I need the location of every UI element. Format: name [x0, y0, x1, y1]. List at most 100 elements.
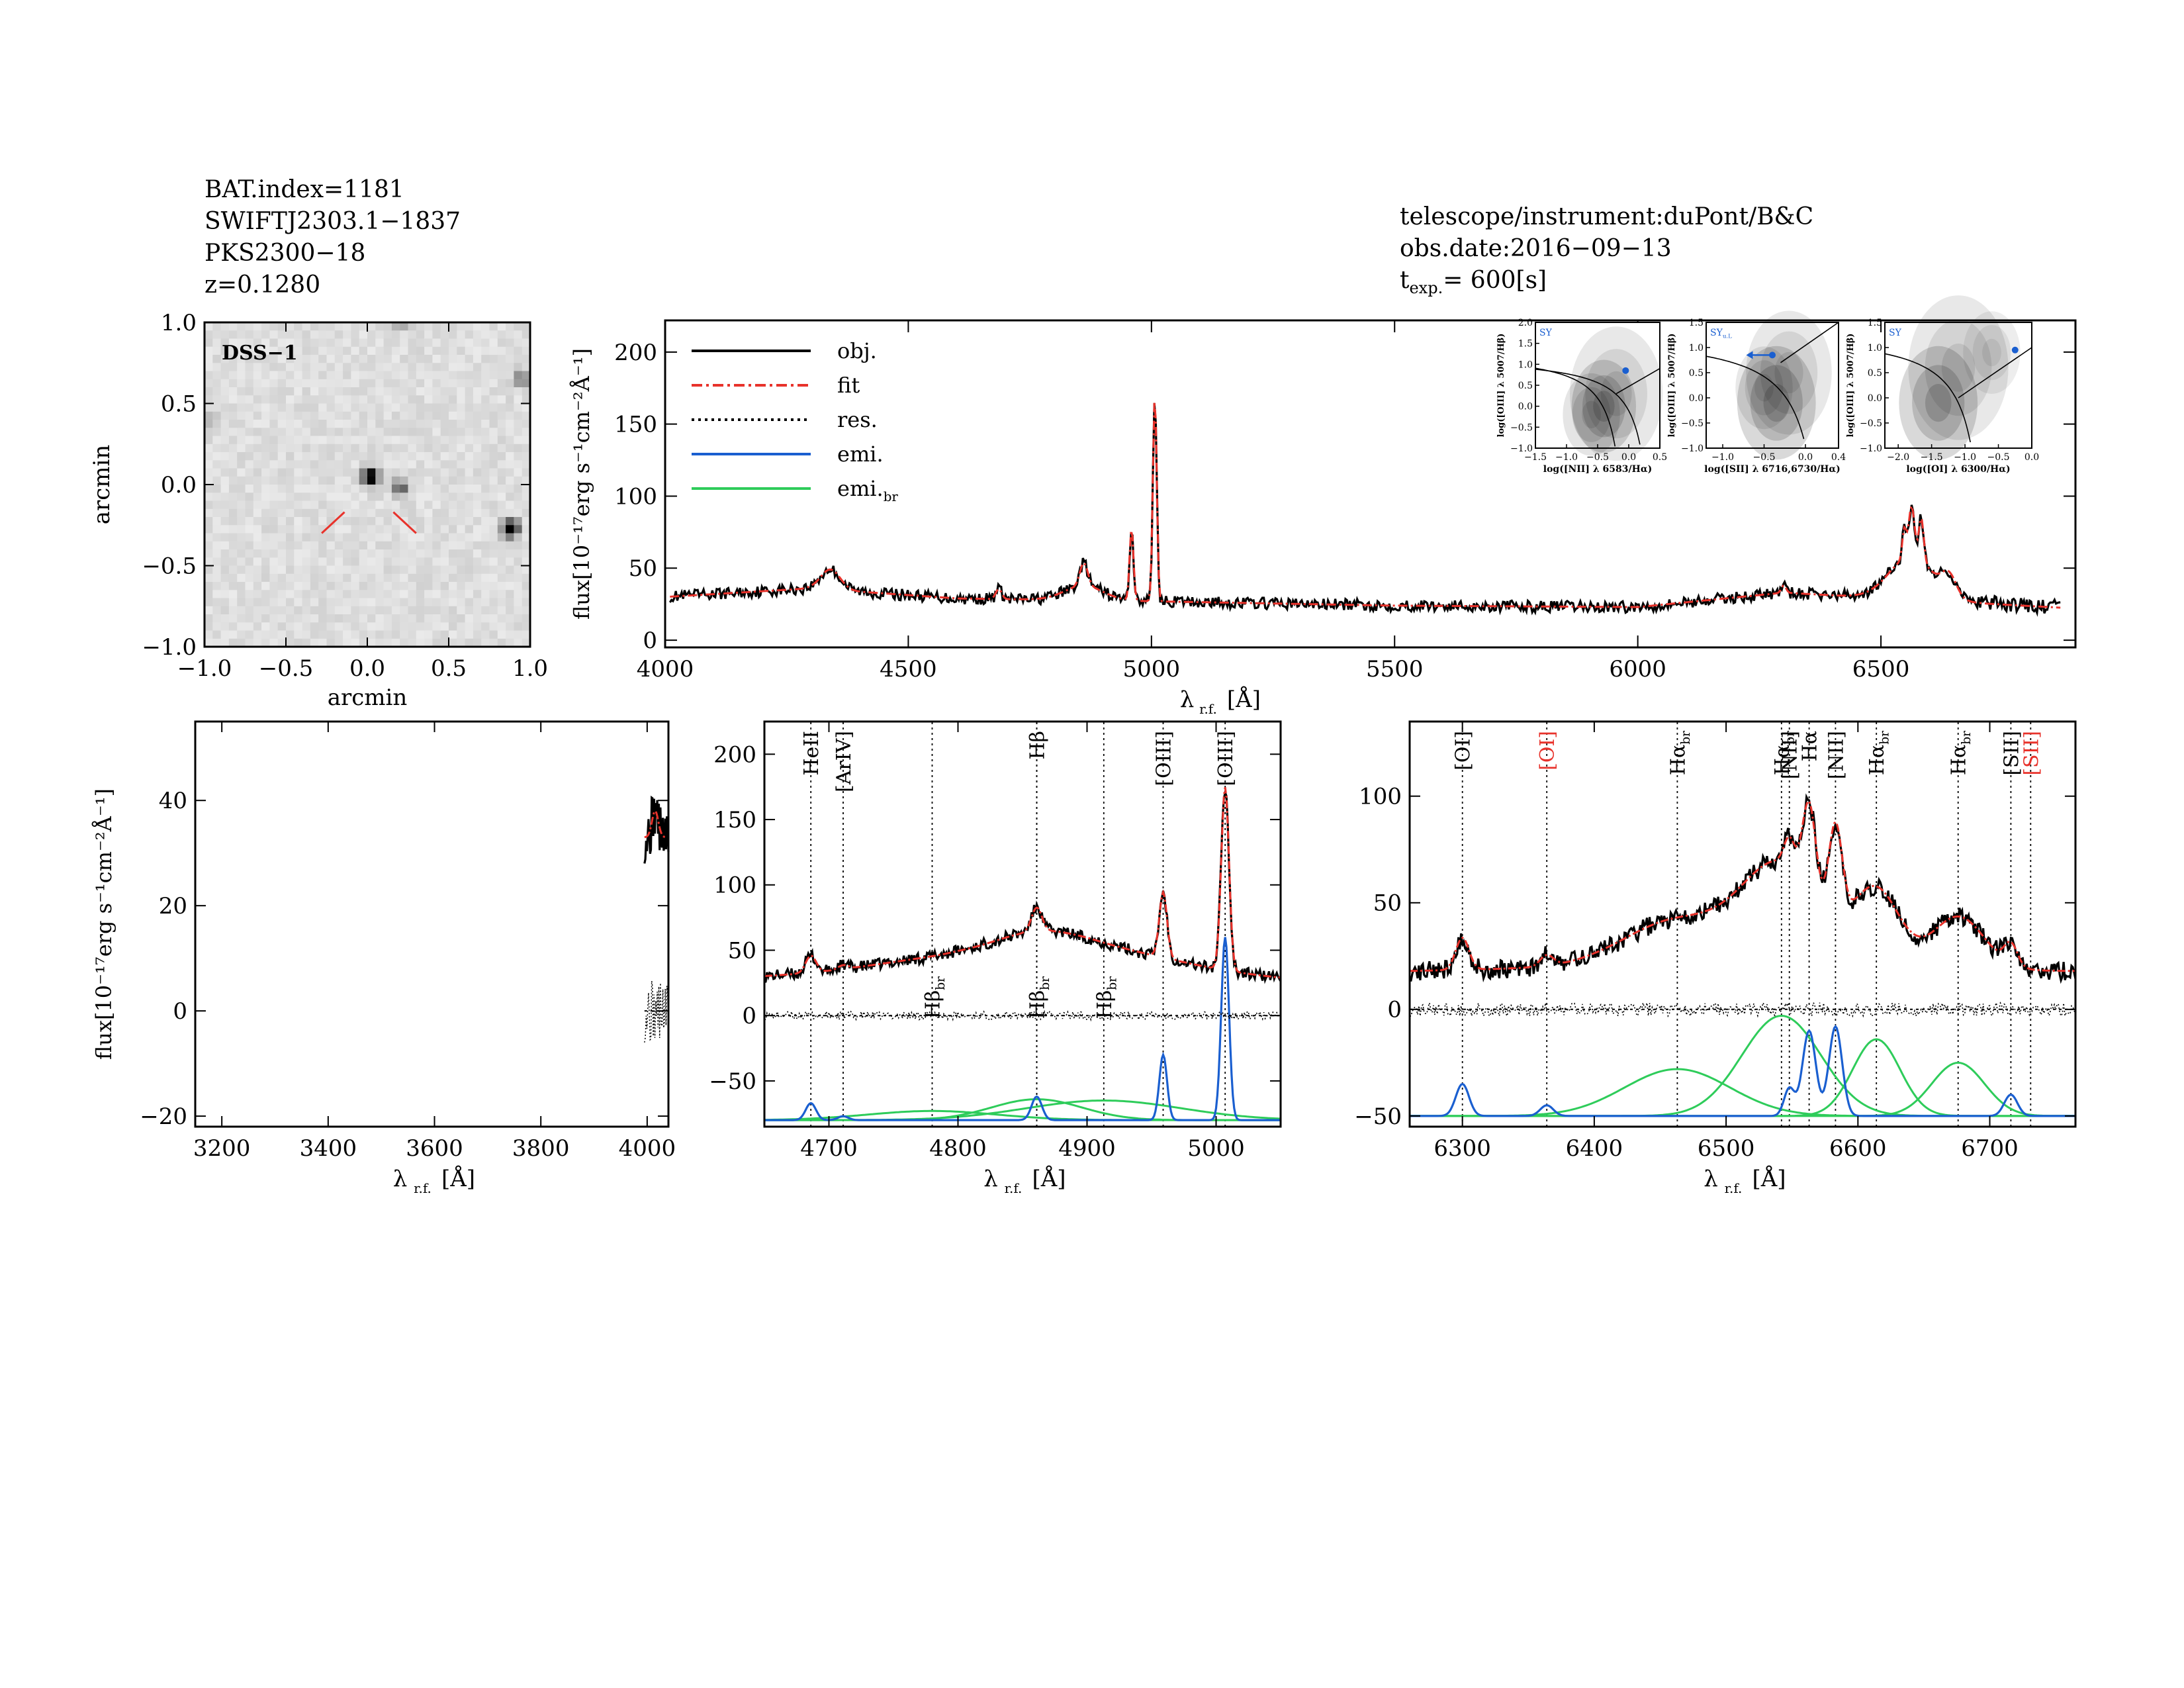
image-pixel: [343, 379, 351, 388]
xlabel-unit: [Å]: [1752, 1165, 1786, 1192]
image-pixel: [432, 428, 441, 437]
image-pixel: [205, 517, 213, 526]
image-pixel: [449, 452, 457, 461]
image-pixel: [286, 590, 295, 599]
image-pixel: [481, 420, 490, 428]
image-pixel: [277, 517, 287, 526]
image-pixel: [489, 508, 498, 518]
image-pixel: [343, 363, 351, 372]
image-pixel: [440, 517, 449, 526]
image-pixel: [269, 598, 279, 607]
image-pixel: [440, 363, 449, 372]
image-pixel: [228, 485, 238, 493]
broad-component-line: [1410, 1068, 2074, 1117]
density-contour: [1582, 400, 1602, 429]
image-pixel: [473, 492, 482, 502]
image-pixel: [205, 428, 213, 437]
image-pixel: [205, 436, 213, 445]
y-tick-label: 1.0: [161, 310, 197, 336]
image-pixel: [326, 630, 336, 639]
x-tick-label: 6700: [1961, 1135, 2019, 1162]
image-pixel: [391, 452, 400, 461]
image-pixel: [497, 606, 506, 615]
image-pixel: [237, 541, 246, 550]
image-pixel: [465, 541, 474, 550]
image-pixel: [522, 565, 531, 575]
image-pixel: [383, 500, 392, 510]
image-pixel: [302, 428, 311, 437]
image-pixel: [245, 468, 254, 477]
image-pixel: [424, 452, 433, 461]
image-pixel: [522, 395, 531, 404]
x-tick-label: 6400: [1566, 1135, 1623, 1162]
image-pixel: [237, 638, 246, 647]
fit-line: [670, 401, 2061, 609]
image-pixel: [310, 590, 319, 599]
image-pixel: [359, 476, 368, 485]
image-pixel: [310, 371, 319, 380]
image-pixel: [522, 517, 531, 526]
image-pixel: [400, 395, 409, 404]
image-pixel: [449, 606, 457, 615]
image-pixel: [383, 322, 392, 331]
image-pixel: [253, 573, 262, 583]
image-pixel: [424, 582, 433, 590]
xlabel-lambda: λ: [1704, 1166, 1718, 1192]
image-pixel: [294, 541, 303, 550]
image-pixel: [318, 557, 328, 567]
image-pixel: [228, 387, 238, 396]
image-pixel: [261, 379, 270, 388]
image-pixel: [220, 573, 230, 583]
density-contour: [1899, 346, 1978, 460]
image-pixel: [343, 500, 351, 510]
x-tick-label: 0.0: [349, 655, 385, 682]
image-pixel: [302, 638, 311, 647]
image-pixel: [375, 614, 385, 623]
line-marker-label: [OI]: [1536, 731, 1559, 771]
image-pixel: [457, 428, 466, 437]
image-pixel: [253, 598, 262, 607]
image-pixel: [367, 492, 376, 502]
image-pixel: [359, 330, 368, 340]
image-pixel: [351, 460, 360, 469]
image-pixel: [326, 371, 336, 380]
image-pixel: [391, 565, 400, 575]
image-pixel: [294, 614, 303, 623]
image-pixel: [318, 330, 328, 340]
image-pixel: [228, 363, 238, 372]
image-pixel: [334, 322, 343, 331]
image-pixel: [343, 517, 351, 526]
image-pixel: [514, 638, 523, 647]
inset-class-tag: SY: [1889, 328, 1902, 338]
image-pixel: [220, 590, 230, 599]
inset-y-tick-label: 0.0: [1518, 402, 1533, 412]
image-pixel: [391, 411, 400, 420]
image-pixel: [310, 517, 319, 526]
x-tick-label: 6000: [1609, 656, 1666, 682]
image-pixel: [326, 582, 336, 590]
seyfert-liner-line: [1958, 347, 2032, 399]
image-pixel: [359, 411, 368, 420]
image-pixel: [375, 387, 385, 396]
image-pixel: [514, 508, 523, 518]
image-pixel: [277, 533, 287, 542]
image-pixel: [489, 338, 498, 348]
image-pixel: [522, 387, 531, 396]
image-pixel: [237, 420, 246, 428]
image-pixel: [497, 363, 506, 372]
density-contour: [1745, 360, 1784, 416]
image-pixel: [506, 500, 514, 510]
image-pixel: [220, 492, 230, 502]
image-pixel: [400, 565, 409, 575]
image-pixel: [359, 387, 368, 396]
image-pixel: [408, 533, 417, 542]
image-pixel: [465, 533, 474, 542]
image-pixel: [326, 485, 336, 493]
x-tick-label: 3200: [193, 1135, 251, 1162]
image-pixel: [481, 403, 490, 412]
image-pixel: [334, 606, 343, 615]
image-pixel: [383, 355, 392, 363]
image-pixel: [245, 573, 254, 583]
image-pixel: [400, 508, 409, 518]
image-pixel: [367, 468, 376, 477]
